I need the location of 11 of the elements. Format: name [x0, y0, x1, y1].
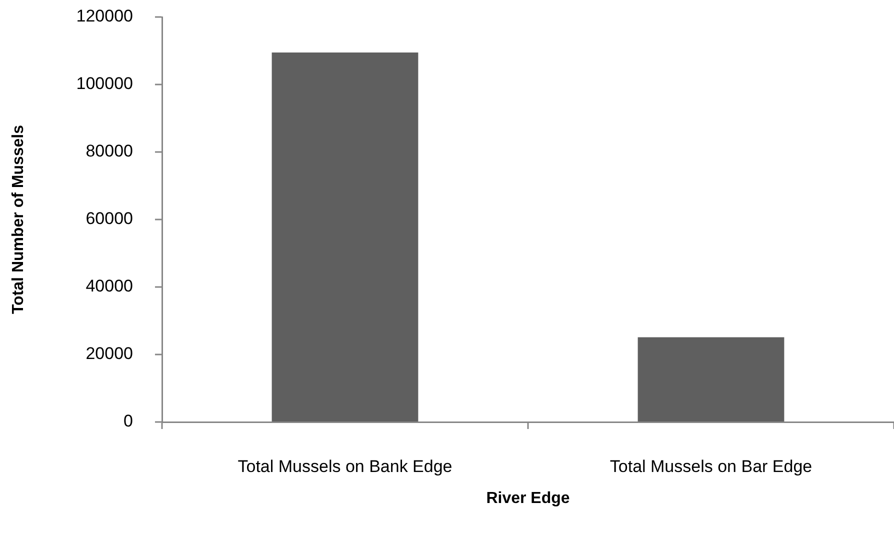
y-tick-label: 120000 — [76, 6, 133, 26]
x-axis-title: River Edge — [486, 490, 570, 507]
y-tick-label: 60000 — [86, 209, 133, 228]
y-tick-label: 80000 — [86, 142, 133, 161]
y-tick-label: 0 — [124, 412, 133, 431]
y-tick-label: 20000 — [86, 344, 133, 364]
x-tick-label: Total Mussels on Bar Edge — [610, 456, 812, 476]
y-tick-label: 100000 — [76, 74, 133, 94]
y-tick-label: 40000 — [86, 276, 133, 296]
x-tick-label: Total Mussels on Bank Edge — [238, 456, 452, 476]
y-axis-title: Total Number of Mussels — [10, 124, 28, 314]
